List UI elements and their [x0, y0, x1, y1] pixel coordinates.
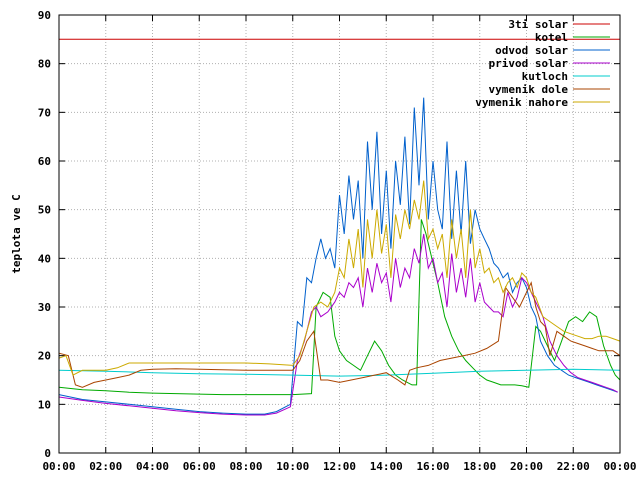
x-tick-label: 10:00: [276, 460, 309, 473]
y-tick-label: 60: [38, 155, 51, 168]
legend-label: vymenik nahore: [475, 96, 568, 109]
plot-frame: [58, 14, 621, 454]
x-tick-label: 06:00: [183, 460, 216, 473]
y-tick-label: 20: [38, 350, 51, 363]
y-tick-label: 0: [44, 447, 51, 460]
y-tick-label: 10: [38, 398, 51, 411]
y-tick-label: 70: [38, 106, 51, 119]
y-tick-label: 50: [38, 204, 51, 217]
series-line-2: [58, 97, 618, 415]
x-tick-label: 00:00: [42, 460, 75, 473]
x-tick-label: 22:00: [557, 460, 590, 473]
legend-label: 3ti solar: [508, 18, 568, 31]
series-line-6: [58, 180, 621, 376]
x-tick-label: 04:00: [136, 460, 169, 473]
y-axis-ticks: 0 10 20 30 40 50 60 70 80 90: [38, 9, 620, 460]
x-axis-ticks: 00:00 02:00 04:00 06:00 08:00 10:00 12:00 14:00…: [42, 15, 637, 473]
x-tick-label: 08:00: [229, 460, 262, 473]
series-line-4: [58, 368, 621, 377]
x-tick-label: 12:00: [323, 460, 356, 473]
legend-label: kutloch: [522, 70, 568, 83]
y-tick-label: 90: [38, 9, 51, 22]
x-tick-label: 16:00: [416, 460, 449, 473]
legend-label: odvod solar: [495, 44, 568, 57]
y-axis-label: teplota ve C: [10, 194, 23, 273]
series-line-1: [58, 219, 621, 396]
x-tick-label: 14:00: [370, 460, 403, 473]
series-lines: [58, 38, 621, 416]
y-tick-label: 80: [38, 58, 51, 71]
x-tick-label: 00:00: [603, 460, 636, 473]
y-tick-label: 40: [38, 252, 51, 265]
legend-label: vymenik dole: [489, 83, 569, 96]
legend-label: privod solar: [489, 57, 569, 70]
x-tick-label: 20:00: [510, 460, 543, 473]
series-line-5: [58, 281, 621, 388]
legend-label: kotel: [535, 31, 568, 44]
x-tick-label: 18:00: [463, 460, 496, 473]
y-tick-label: 30: [38, 301, 51, 314]
series-line-3: [58, 233, 618, 416]
x-tick-label: 02:00: [89, 460, 122, 473]
